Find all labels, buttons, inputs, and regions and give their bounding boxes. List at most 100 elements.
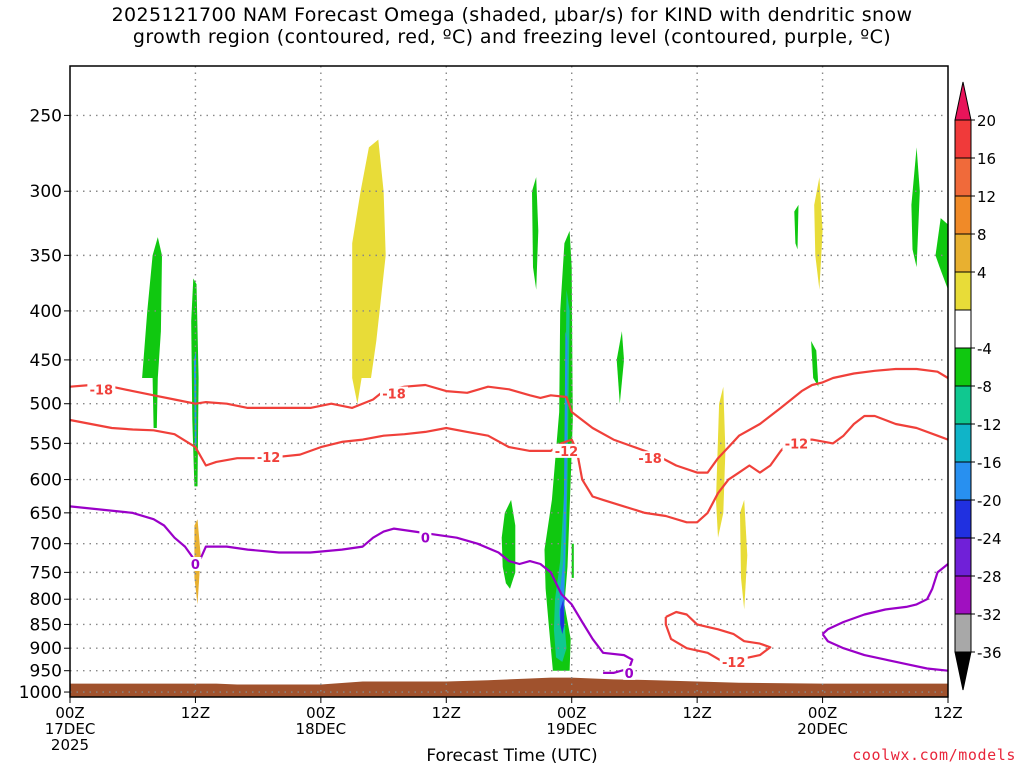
x-tick-label-48-0: 00Z (557, 704, 586, 722)
omega-region-3 (352, 139, 386, 404)
y-tick-label-700: 700 (30, 535, 62, 555)
contour-label-1-2: -12 (785, 437, 809, 452)
omega-region-19 (935, 218, 948, 290)
contour-label-0-0: -18 (90, 383, 114, 398)
y-tick-label-600: 600 (30, 471, 62, 491)
colorbar-top-arrow (954, 81, 972, 121)
contour-line-4 (821, 563, 949, 635)
contour-line-3 (69, 505, 634, 675)
colorbar: 20 16 12 8 4 -4 -8 -12 -16 -20 -24 -28 -32 -36 (954, 81, 1002, 691)
omega-region-16 (814, 177, 823, 290)
y-tick-label-650: 650 (30, 504, 62, 524)
contour-label-bg-3-1 (419, 530, 432, 545)
x-tick-label-72-0: 00Z (808, 704, 837, 722)
contour-label-3-0: 0 (191, 558, 200, 573)
colorbar-label-3: 8 (977, 226, 987, 244)
colorbar-label-10: -24 (977, 530, 1002, 548)
omega-region-9 (560, 599, 565, 635)
contour-line-0 (69, 367, 949, 474)
colorbar-label-0: 20 (977, 112, 996, 130)
colorbar-swatch-9 (954, 423, 972, 463)
omega-region-15 (794, 204, 799, 250)
ground-layer (70, 677, 948, 697)
colorbar-swatch-6 (954, 309, 972, 349)
y-tick-label-500: 500 (30, 395, 62, 415)
omega-region-10 (571, 543, 574, 578)
omega-region-18 (911, 147, 920, 268)
grid (70, 66, 948, 697)
colorbar-swatch-13 (954, 575, 972, 615)
credit-text[interactable]: coolwx.com/models (852, 746, 1016, 764)
y-tick-label-400: 400 (30, 302, 62, 322)
contour-label-bg-1-0 (254, 449, 283, 464)
y-tick-label-750: 750 (30, 563, 62, 583)
colorbar-bottom-arrow (954, 651, 972, 691)
omega-region-2 (193, 350, 197, 451)
omega-region-8 (559, 331, 568, 630)
contour-label-bg-3-0 (189, 556, 202, 571)
colorbar-swatch-14 (954, 613, 972, 653)
omega-region-14 (740, 499, 748, 610)
ground-fill (70, 677, 948, 697)
x-tick-label-0-2: 2025 (51, 736, 89, 754)
colorbar-swatch-2 (954, 157, 972, 197)
contour-line-2 (664, 610, 772, 664)
y-tick-label-350: 350 (30, 246, 62, 266)
x-tick-label-0-1: 17DEC (45, 720, 96, 738)
colorbar-label-4: 4 (977, 264, 987, 282)
omega-shading (142, 139, 948, 671)
omega-region-17 (811, 341, 819, 387)
colorbar-swatch-12 (954, 537, 972, 577)
colorbar-label-7: -12 (977, 416, 1002, 434)
colorbar-swatch-5 (954, 271, 972, 311)
colorbar-label-2: 12 (977, 188, 996, 206)
chart-title-line-2: growth region (contoured, red, ºC) and f… (132, 26, 892, 48)
contour-line-1 (69, 414, 949, 524)
y-tick-label-550: 550 (30, 434, 62, 454)
y-tick-label-300: 300 (30, 182, 62, 202)
contour-label-bg-0-2 (636, 451, 665, 466)
x-tick-label-24-0: 00Z (306, 704, 335, 722)
colorbar-label-6: -8 (977, 378, 992, 396)
omega-region-11 (616, 331, 624, 404)
omega-region-0 (142, 237, 162, 428)
x-tick-label-24-1: 18DEC (296, 720, 347, 738)
plot-frame (69, 65, 949, 698)
x-axis-label: Forecast Time (UTC) (426, 746, 598, 766)
x-tick-label-0-0: 00Z (55, 704, 84, 722)
omega-region-13 (716, 386, 726, 538)
colorbar-swatch-8 (954, 385, 972, 425)
colorbar-label-12: -32 (977, 606, 1002, 624)
omega-region-5 (532, 177, 539, 290)
colorbar-label-11: -28 (977, 568, 1002, 586)
colorbar-label-5: -4 (977, 340, 992, 358)
axes: 250 300 350 400 450 500 550 600 650 700 750 800 850 9… (19, 65, 963, 754)
colorbar-swatch-11 (954, 499, 972, 539)
chart-title: 2025121700 NAM Forecast Omega (shaded, μ… (0, 4, 1024, 48)
x-tick-label-36-0: 12Z (432, 704, 461, 722)
colorbar-swatch-4 (954, 233, 972, 273)
x-tick-label-48-1: 19DEC (546, 720, 597, 738)
contour-label-bg-2-0 (719, 654, 748, 669)
colorbar-swatch-10 (954, 461, 972, 501)
contour-label-0-2: -18 (638, 452, 662, 467)
contours: -18 -18 -18 -12 -12 -12 -12 0 0 0 (69, 367, 949, 682)
x-tick-label-72-1: 20DEC (797, 720, 848, 738)
x-tick-label-60-0: 12Z (682, 704, 711, 722)
y-tick-label-900: 900 (30, 639, 62, 659)
x-tick-label-12-0: 12Z (181, 704, 210, 722)
contour-label-3-2: 0 (625, 667, 634, 682)
colorbar-swatch-7 (954, 347, 972, 387)
colorbar-label-1: 16 (977, 150, 996, 168)
contour-line-5 (821, 633, 949, 672)
chart-title-line-1: 2025121700 NAM Forecast Omega (shaded, μ… (111, 4, 913, 26)
contour-label-3-1: 0 (421, 532, 430, 547)
colorbar-label-9: -20 (977, 492, 1002, 510)
contour-label-1-1: -12 (555, 445, 579, 460)
contour-label-bg-0-1 (380, 386, 409, 401)
colorbar-label-13: -36 (977, 644, 1002, 662)
contour-label-1-0: -12 (257, 451, 281, 466)
colorbar-swatch-1 (954, 119, 972, 159)
contour-label-bg-1-2 (782, 436, 811, 451)
